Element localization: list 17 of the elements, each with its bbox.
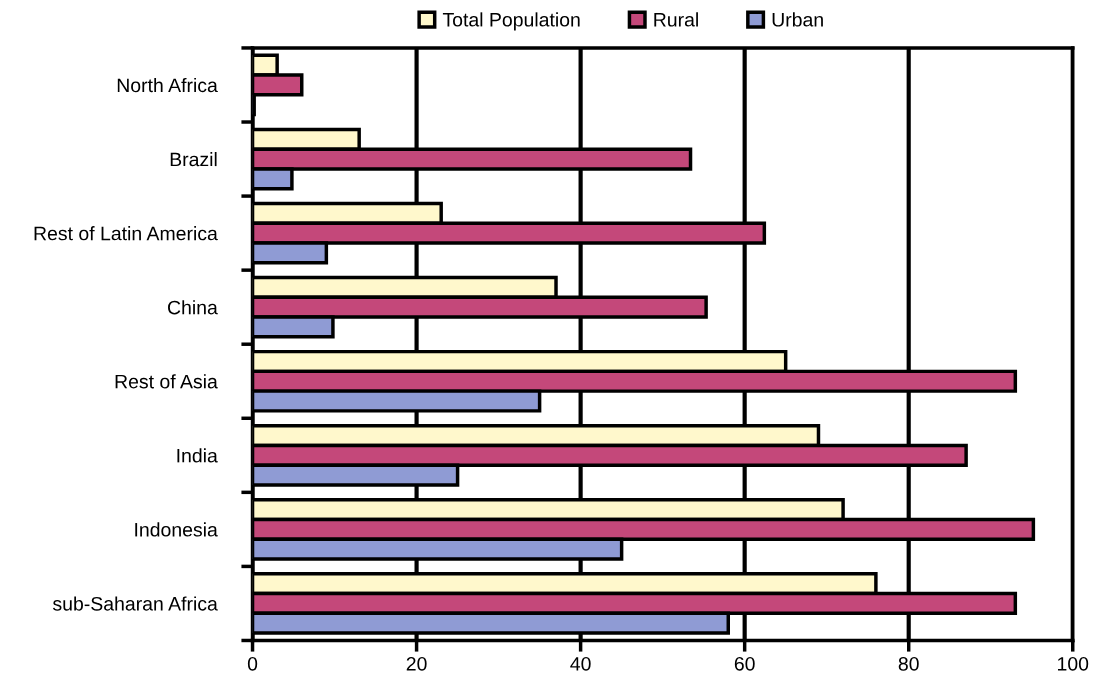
- y-tick-label: Brazil: [170, 152, 217, 167]
- legend-label: Rural: [654, 12, 698, 27]
- y-tick-label: Rest of Latin America: [34, 226, 218, 241]
- x-tick-label: 0: [247, 656, 258, 671]
- x-tick-label: 80: [898, 656, 919, 671]
- x-tick-label: 40: [570, 656, 591, 671]
- y-tick-label: India: [177, 448, 218, 463]
- y-tick-label: North Africa: [117, 77, 218, 93]
- y-tick-label: China: [168, 300, 218, 315]
- x-tick-label: 60: [734, 656, 755, 671]
- y-tick-label: Indonesia: [135, 522, 218, 537]
- x-tick-label: 100: [1058, 656, 1089, 671]
- y-tick-label: sub-Saharan Africa: [52, 596, 218, 611]
- legend-label: Urban: [772, 12, 823, 27]
- y-tick-label: Rest of Asia: [115, 374, 218, 389]
- x-tick-label: 20: [406, 656, 427, 671]
- legend-label: Total Population: [442, 12, 580, 31]
